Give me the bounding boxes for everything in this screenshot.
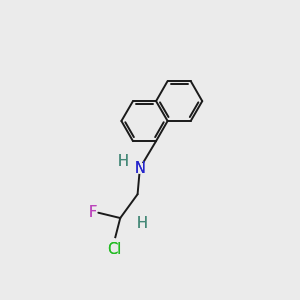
Text: F: F — [88, 205, 97, 220]
Circle shape — [137, 219, 145, 227]
Text: H: H — [117, 154, 128, 169]
Text: H: H — [137, 216, 148, 231]
Circle shape — [107, 238, 120, 251]
Text: Cl: Cl — [107, 242, 122, 256]
Circle shape — [118, 158, 127, 166]
Circle shape — [135, 163, 145, 173]
Text: N: N — [134, 160, 145, 175]
Text: H: H — [137, 216, 148, 231]
Text: Cl: Cl — [107, 242, 122, 256]
Text: N: N — [134, 160, 145, 175]
Circle shape — [85, 208, 95, 217]
Text: H: H — [117, 154, 128, 169]
Text: F: F — [88, 205, 97, 220]
